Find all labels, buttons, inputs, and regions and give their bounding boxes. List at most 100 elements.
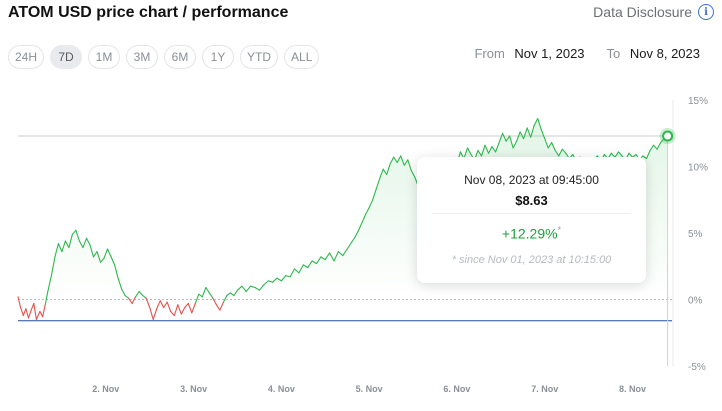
line-segment (480, 144, 486, 157)
y-tick-label: 15% (688, 96, 708, 107)
line-segment (149, 306, 154, 320)
to-date[interactable]: To Nov 8, 2023 (607, 46, 700, 61)
line-segment (530, 124, 535, 138)
line-segment (519, 131, 525, 140)
line-segment (554, 149, 560, 157)
line-segment (82, 237, 88, 249)
line-segment (121, 288, 126, 297)
line-segment (466, 147, 472, 156)
line-segment (491, 146, 497, 153)
range-button-all[interactable]: ALL (284, 45, 320, 69)
x-tick-label: 6. Nov (443, 384, 470, 394)
line-segment (365, 207, 370, 215)
line-segment (354, 229, 360, 238)
line-segment (502, 132, 507, 142)
line-segment (551, 142, 556, 152)
line-segment (324, 252, 331, 261)
from-label: From (474, 46, 505, 61)
line-segment (222, 294, 228, 303)
range-button-24h[interactable]: 24H (8, 45, 45, 69)
line-segment (558, 148, 563, 157)
line-segment (187, 302, 193, 314)
y-tick-label: 5% (688, 229, 703, 240)
line-segment (114, 264, 119, 279)
marker-point[interactable] (662, 130, 674, 142)
chart-axes: 15% 10% 5% 0% -5% 2. Nov 3. Nov 4. Nov 5. Nov 6. … (92, 96, 708, 394)
line-segment (219, 301, 224, 311)
line-segment (99, 257, 105, 263)
info-icon[interactable]: i (698, 4, 714, 20)
line-segment (407, 159, 412, 172)
data-disclosure-link[interactable]: Data Disclosure i (593, 4, 714, 20)
from-date[interactable]: From Nov 1, 2023 (474, 46, 584, 61)
line-segment (320, 256, 326, 261)
line-segment (526, 127, 532, 138)
line-segment (75, 229, 80, 242)
to-label: To (606, 46, 621, 61)
chart-tooltip: Nov 08, 2023 at 09:45:00 $8.63 +12.29% * … (417, 157, 646, 283)
line-segment (379, 168, 384, 180)
y-tick-label: -5% (688, 362, 706, 373)
line-segment (191, 302, 196, 314)
line-segment (512, 140, 518, 149)
line-segment (138, 290, 144, 297)
from-value[interactable]: Nov 1, 2023 (514, 46, 585, 61)
line-segment (135, 290, 140, 298)
line-segment (656, 142, 662, 150)
x-tick-label: 7. Nov (531, 384, 558, 394)
line-segment (50, 256, 56, 277)
range-button-6m[interactable]: 6M (164, 45, 197, 69)
line-segment (610, 152, 616, 158)
y-tick-label: 0% (688, 296, 703, 307)
line-segment (342, 248, 348, 257)
line-segment (47, 275, 52, 293)
line-segment (280, 275, 287, 282)
line-segment (110, 256, 116, 266)
line-segment (177, 304, 182, 315)
line-segment (368, 199, 374, 209)
line-segment (645, 149, 651, 160)
range-button-3m[interactable]: 3M (126, 45, 159, 69)
range-button-1m[interactable]: 1M (88, 45, 121, 69)
tooltip-change-marker: * (557, 225, 562, 235)
line-segment (403, 159, 409, 166)
line-segment (263, 280, 269, 286)
line-segment (35, 310, 41, 320)
line-segment (361, 213, 367, 223)
line-segment (180, 306, 186, 315)
line-segment (631, 153, 637, 158)
line-segment (22, 308, 27, 317)
tooltip-date: Nov 08, 2023 at 09:45:00 (464, 173, 599, 187)
line-segment (124, 294, 130, 299)
line-segment (106, 248, 112, 258)
line-segment (254, 286, 260, 291)
line-segment (39, 310, 44, 318)
line-segment (250, 285, 256, 289)
to-value[interactable]: Nov 8, 2023 (629, 46, 700, 61)
line-segment (131, 296, 137, 305)
line-segment (516, 131, 521, 142)
line-segment (156, 300, 161, 310)
line-segment (346, 241, 353, 250)
line-segment (173, 304, 179, 317)
line-segment (393, 156, 398, 164)
line-segment (258, 284, 265, 291)
line-segment (194, 293, 200, 305)
line-segment (333, 251, 339, 262)
range-button-7d[interactable]: 7D (50, 45, 83, 69)
line-segment (477, 149, 483, 157)
line-segment (42, 304, 46, 318)
x-tick-label: 4. Nov (268, 384, 295, 394)
range-button-ytd[interactable]: YTD (240, 45, 279, 69)
line-segment (17, 296, 22, 309)
line-segment (208, 292, 214, 299)
x-tick-label: 3. Nov (180, 384, 207, 394)
line-segment (372, 188, 377, 201)
line-segment (484, 144, 490, 154)
chart-marker (659, 128, 676, 366)
line-segment (463, 147, 469, 160)
line-segment (128, 297, 133, 305)
range-button-1y[interactable]: 1Y (202, 45, 235, 69)
line-segment (523, 127, 528, 140)
line-segment (30, 302, 35, 311)
